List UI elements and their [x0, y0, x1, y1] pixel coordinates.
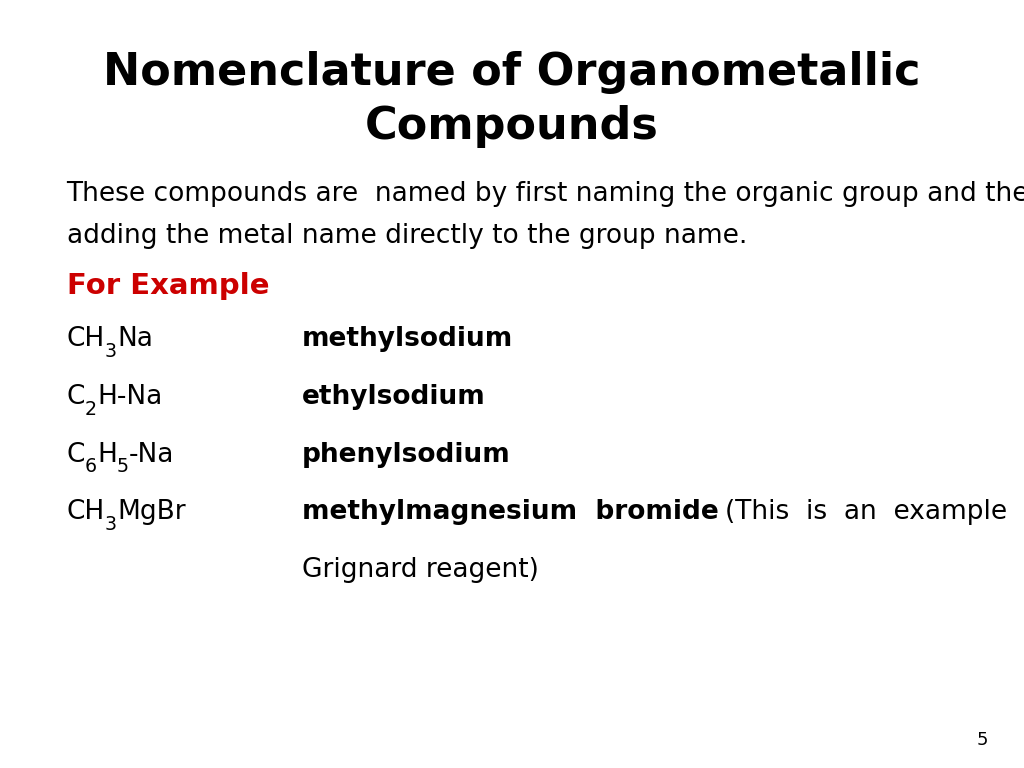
Text: Nomenclature of Organometallic: Nomenclature of Organometallic [103, 51, 921, 94]
Text: 5: 5 [117, 458, 129, 476]
Text: C: C [67, 384, 85, 410]
Text: H-Na: H-Na [97, 384, 162, 410]
Text: ethylsodium: ethylsodium [302, 384, 485, 410]
Text: phenylsodium: phenylsodium [302, 442, 511, 468]
Text: (This  is  an  example  of  a: (This is an example of a [725, 499, 1024, 525]
Text: 6: 6 [85, 458, 97, 476]
Text: methylsodium: methylsodium [302, 326, 513, 353]
Text: -Na: -Na [129, 442, 174, 468]
Text: methylmagnesium  bromide: methylmagnesium bromide [302, 499, 719, 525]
Text: 3: 3 [104, 343, 117, 361]
Text: CH: CH [67, 326, 104, 353]
Text: CH: CH [67, 499, 104, 525]
Text: C: C [67, 442, 85, 468]
Text: MgBr: MgBr [117, 499, 185, 525]
Text: Compounds: Compounds [366, 105, 658, 148]
Text: For Example: For Example [67, 273, 269, 300]
Text: 5: 5 [977, 731, 988, 749]
Text: 3: 3 [104, 515, 117, 534]
Text: 2: 2 [85, 400, 97, 419]
Text: Na: Na [117, 326, 153, 353]
Text: Grignard reagent): Grignard reagent) [302, 557, 539, 583]
Text: H: H [97, 442, 117, 468]
Text: These compounds are  named by first naming the organic group and then: These compounds are named by first namin… [67, 180, 1024, 207]
Text: adding the metal name directly to the group name.: adding the metal name directly to the gr… [67, 223, 746, 249]
